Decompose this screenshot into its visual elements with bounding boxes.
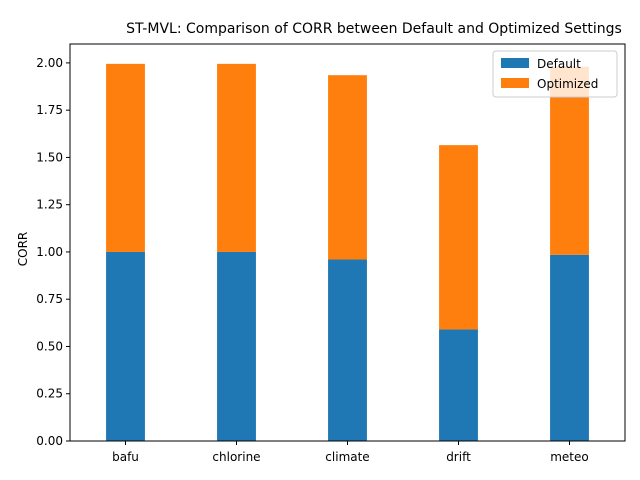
x-tick-label-meteo: meteo <box>550 450 589 464</box>
x-tick-label-bafu: bafu <box>112 450 139 464</box>
x-tick-label-climate: climate <box>325 450 369 464</box>
legend: Default Optimized <box>492 50 618 98</box>
y-tick-label: 0.75 <box>36 292 63 306</box>
bars-group <box>106 63 589 441</box>
chart-title: ST-MVL: Comparison of CORR between Defau… <box>126 21 622 37</box>
bar-default-chlorine <box>217 251 256 441</box>
y-tick-label: 1.00 <box>36 245 63 259</box>
bar-default-bafu <box>106 251 145 441</box>
y-tick-label: 2.00 <box>36 56 63 70</box>
y-tick-label: 0.25 <box>36 387 63 401</box>
plot-frame <box>69 43 626 442</box>
legend-swatch-optimized <box>501 78 529 88</box>
bar-optimized-meteo <box>550 66 589 255</box>
y-tick-label: 0.00 <box>36 434 63 448</box>
x-tick-label-chlorine: chlorine <box>212 450 260 464</box>
legend-label-default: Default <box>537 57 581 71</box>
bar-optimized-bafu <box>106 63 145 252</box>
y-tick-label: 1.50 <box>36 150 63 164</box>
x-tick-label-drift: drift <box>446 450 471 464</box>
bar-optimized-climate <box>328 75 367 260</box>
y-axis-label: CORR <box>16 232 30 267</box>
x-axis: bafu chlorine climate drift meteo <box>112 441 589 464</box>
y-tick-label: 1.75 <box>36 103 63 117</box>
bar-optimized-chlorine <box>217 63 256 252</box>
legend-swatch-default <box>501 58 529 68</box>
y-tick-label: 1.25 <box>36 198 63 212</box>
bar-default-drift <box>439 329 478 441</box>
bar-optimized-drift <box>439 145 478 330</box>
y-tick-label: 0.50 <box>36 339 63 353</box>
y-axis: 0.00 0.25 0.50 0.75 1.00 1.25 1.50 1.75 2.00 <box>36 56 70 448</box>
legend-label-optimized: Optimized <box>537 77 598 91</box>
bar-default-meteo <box>550 254 589 441</box>
bar-default-climate <box>328 259 367 441</box>
